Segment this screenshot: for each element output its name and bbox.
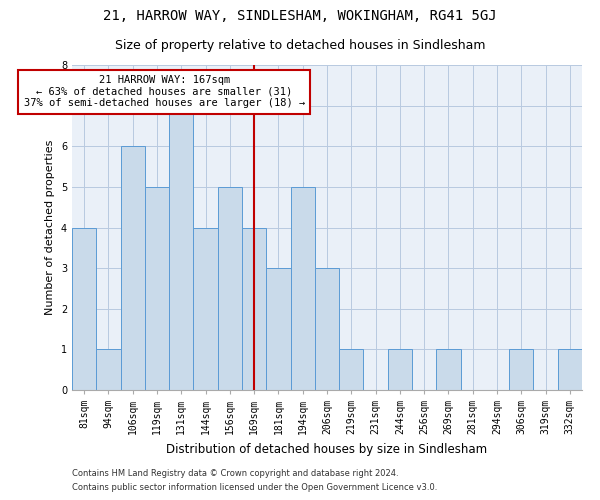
Bar: [218, 187, 242, 390]
Bar: [96, 350, 121, 390]
Bar: [558, 350, 582, 390]
Bar: [315, 268, 339, 390]
X-axis label: Distribution of detached houses by size in Sindlesham: Distribution of detached houses by size …: [166, 442, 488, 456]
Bar: [509, 350, 533, 390]
Text: Size of property relative to detached houses in Sindlesham: Size of property relative to detached ho…: [115, 39, 485, 52]
Bar: [169, 106, 193, 390]
Text: Contains public sector information licensed under the Open Government Licence v3: Contains public sector information licen…: [72, 484, 437, 492]
Bar: [121, 146, 145, 390]
Bar: [266, 268, 290, 390]
Text: 21, HARROW WAY, SINDLESHAM, WOKINGHAM, RG41 5GJ: 21, HARROW WAY, SINDLESHAM, WOKINGHAM, R…: [103, 9, 497, 23]
Text: 21 HARROW WAY: 167sqm
← 63% of detached houses are smaller (31)
37% of semi-deta: 21 HARROW WAY: 167sqm ← 63% of detached …: [23, 75, 305, 108]
Bar: [436, 350, 461, 390]
Bar: [242, 228, 266, 390]
Bar: [145, 187, 169, 390]
Bar: [72, 228, 96, 390]
Bar: [290, 187, 315, 390]
Bar: [193, 228, 218, 390]
Bar: [339, 350, 364, 390]
Y-axis label: Number of detached properties: Number of detached properties: [46, 140, 55, 315]
Bar: [388, 350, 412, 390]
Text: Contains HM Land Registry data © Crown copyright and database right 2024.: Contains HM Land Registry data © Crown c…: [72, 468, 398, 477]
